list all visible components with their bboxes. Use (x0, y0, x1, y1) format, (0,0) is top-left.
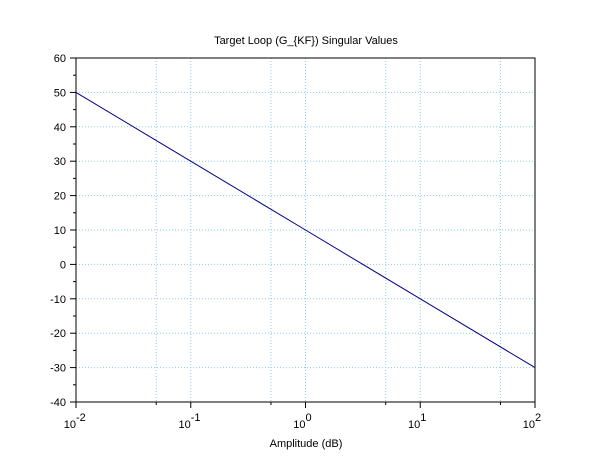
x-tick-label: 101 (408, 412, 426, 431)
x-tick-base: 10 (64, 419, 76, 431)
y-tick-label: 0 (60, 259, 66, 271)
y-tick-label: -30 (50, 363, 66, 375)
y-tick-label: 50 (54, 87, 66, 99)
series-layer (75, 91, 536, 369)
chart-title: Target Loop (G_{KF}) Singular Values (214, 35, 398, 47)
x-tick-exponent: -1 (191, 412, 201, 424)
x-tick-exponent: 2 (535, 412, 541, 424)
x-tick-label: 10-1 (179, 412, 201, 431)
y-tick-label: 30 (54, 156, 66, 168)
y-tick-label: -20 (50, 328, 66, 340)
y-tick-label: -40 (50, 397, 66, 409)
x-tick-label: 102 (523, 412, 541, 431)
y-tick-labels: 60 50 40 30 20 10 0 -10 -20 -30 -40 (50, 53, 66, 409)
x-tick-base: 10 (293, 419, 305, 431)
x-axis-label: Amplitude (dB) (270, 438, 343, 450)
x-tick-base: 10 (523, 419, 535, 431)
x-tick-label: 10-2 (64, 412, 86, 431)
x-tick-base: 10 (408, 419, 420, 431)
y-tick-label: 10 (54, 225, 66, 237)
x-tick-label: 100 (293, 412, 311, 431)
x-tick-exponent: 0 (306, 412, 312, 424)
axis-ticks (70, 57, 536, 408)
y-tick-label: 40 (54, 122, 66, 134)
x-tick-exponent: 1 (420, 412, 426, 424)
x-tick-exponent: -2 (76, 412, 86, 424)
y-tick-label: 20 (54, 191, 66, 203)
y-tick-label: -10 (50, 294, 66, 306)
x-tick-base: 10 (179, 419, 191, 431)
y-tick-label: 60 (54, 53, 66, 65)
